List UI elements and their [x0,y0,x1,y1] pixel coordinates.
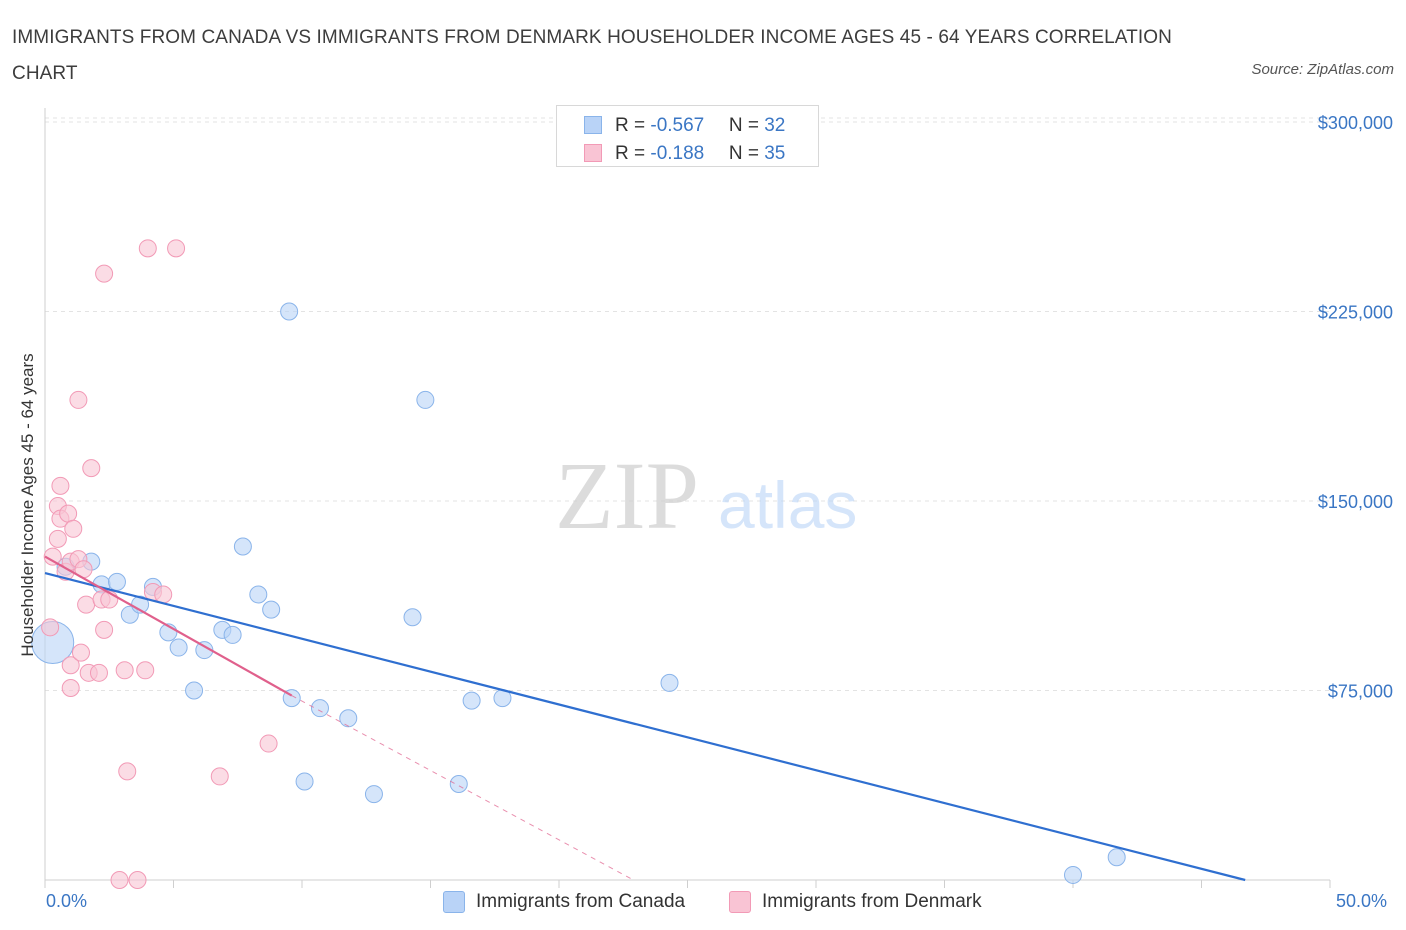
denmark-trend-extension [291,695,634,881]
canada-point-19 [295,772,314,791]
denmark-point-24 [110,871,129,889]
canada-point-21 [339,709,358,728]
canada-point-23 [403,608,422,627]
y-tick-labels: $75,000 $150,000 $225,000 $300,000 [1318,113,1393,702]
y-axis-label-wrap: Householder Income Ages 45 - 64 years [14,130,42,880]
denmark-point-19 [89,663,108,682]
denmark-point-1 [43,547,62,566]
y-tick-label-0: $75,000 [1328,682,1393,702]
denmark-point-7 [59,504,78,523]
denmark-point-34 [259,734,278,753]
canada-point-4 [107,572,126,591]
denmark-point-3 [48,529,67,548]
denmark-r-label: R = [615,143,651,164]
stats-box: R = -0.567 N = 32 R = -0.188 N = 35 [556,105,819,167]
denmark-point-9 [61,656,80,675]
denmark-r-value: -0.188 [650,143,705,164]
canada-r-value: -0.567 [650,115,705,136]
canada-point-14 [233,537,252,556]
y-axis-label: Householder Income Ages 45 - 64 years [18,353,37,657]
canada-point-10 [185,681,204,700]
denmark-point-28 [136,661,155,680]
denmark-point-18 [82,459,101,478]
canada-point-15 [249,585,268,604]
canada-point-29 [1064,865,1082,884]
data-points [31,239,1126,889]
y-tick-label-2: $225,000 [1318,303,1393,323]
legend-canada-swatch [443,891,465,913]
x-tick-label-max: 50.0% [1336,891,1388,911]
canada-point-16 [262,600,281,619]
denmark-point-12 [69,390,88,409]
chart-title: IMMIGRANTS FROM CANADA VS IMMIGRANTS FRO… [12,27,1172,84]
canada-point-26 [462,691,481,710]
denmark-point-21 [95,620,114,639]
canada-swatch [584,116,602,134]
x-tick-label-min: 0.0% [46,891,88,911]
canada-point-22 [364,785,383,804]
gridlines [45,117,1330,691]
denmark-point-0 [41,618,60,637]
denmark-point-16 [77,595,96,614]
trend-lines [44,555,1246,882]
watermark: ZIP atlas [555,442,857,549]
denmark-n-value: 35 [764,143,786,164]
denmark-point-14 [71,643,90,662]
denmark-trend-line [44,555,293,697]
denmark-point-5 [51,476,70,495]
canada-point-13 [223,625,242,644]
legend-canada-label: Immigrants from Canada [476,891,686,912]
y-tick-label-3: $300,000 [1318,113,1393,133]
canada-point-28 [660,673,679,692]
canada-point-17 [280,302,299,321]
canada-point-25 [449,774,468,793]
legend-denmark-swatch [729,891,751,913]
denmark-point-27 [128,871,147,889]
denmark-point-22 [95,264,114,283]
canada-point-9 [169,638,188,657]
denmark-n-label: N = [728,143,765,164]
canada-point-30 [1107,848,1126,867]
denmark-swatch [584,144,602,162]
denmark-point-26 [118,762,137,781]
denmark-point-10 [61,678,80,697]
canada-trend-line [44,571,1246,882]
source-label: Source: ZipAtlas.com [1251,61,1394,78]
denmark-point-31 [154,585,173,604]
watermark-zip: ZIP [555,442,699,549]
watermark-atlas: atlas [718,468,857,542]
denmark-point-11 [64,519,83,538]
axes [44,108,1331,888]
denmark-point-29 [138,239,157,258]
canada-point-20 [310,699,329,718]
canada-r-label: R = [615,115,651,136]
legend-denmark-label: Immigrants from Denmark [762,891,982,912]
canada-point-24 [416,390,435,409]
denmark-point-33 [210,767,229,786]
canada-n-label: N = [728,115,765,136]
denmark-point-32 [167,239,186,258]
denmark-point-25 [115,661,134,680]
y-tick-label-1: $150,000 [1318,492,1393,512]
canada-n-value: 32 [764,115,786,136]
